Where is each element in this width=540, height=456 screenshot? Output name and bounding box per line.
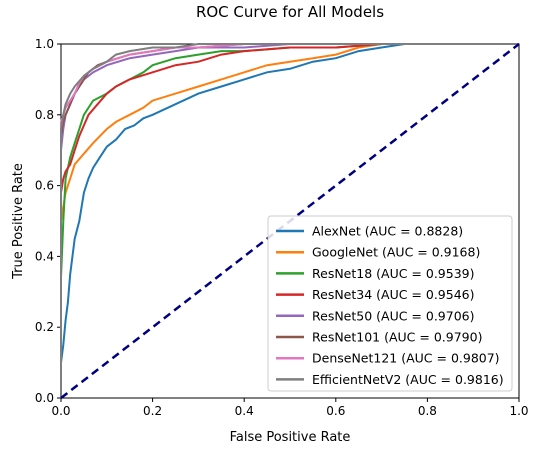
legend: AlexNet (AUC = 0.8828) GoogleNet (AUC = 0… <box>267 215 513 392</box>
y-tick-label: 0.6 <box>35 179 54 193</box>
chart-title: ROC Curve for All Models <box>196 3 384 21</box>
x-tick-label: 0.8 <box>418 404 437 418</box>
x-tick-label: 0.6 <box>326 404 345 418</box>
legend-label-1: GoogleNet (AUC = 0.9168) <box>312 245 480 260</box>
roc-line-series-1 <box>60 43 519 398</box>
legend-box <box>267 215 513 392</box>
plot-area: 0.0 0.2 0.4 0.6 0.8 1.0 0.0 0.2 0.4 0.6 0.8 1.0 <box>35 37 529 418</box>
roc-line-series-3 <box>60 43 519 398</box>
legend-label-7: EfficientNetV2 (AUC = 0.9816) <box>312 372 504 387</box>
y-tick-label: 0.2 <box>35 320 54 334</box>
y-tick-label: 0.8 <box>35 108 54 122</box>
y-axis-label: True Positive Rate <box>11 163 26 280</box>
x-tick-label: 0.2 <box>143 404 162 418</box>
y-tick-label: 0.0 <box>35 391 54 405</box>
roc-line-series-7 <box>60 43 519 398</box>
legend-label-6: DenseNet121 (AUC = 0.9807) <box>312 351 500 366</box>
legend-label-2: ResNet18 (AUC = 0.9539) <box>312 266 475 281</box>
legend-label-5: ResNet101 (AUC = 0.9790) <box>312 330 482 345</box>
legend-label-3: ResNet34 (AUC = 0.9546) <box>312 287 475 302</box>
legend-label-0: AlexNet (AUC = 0.8828) <box>312 224 463 239</box>
x-tick-label: 1.0 <box>509 404 528 418</box>
y-tick-label: 1.0 <box>35 37 54 51</box>
x-tick-label: 0.4 <box>235 404 254 418</box>
legend-label-4: ResNet50 (AUC = 0.9706) <box>312 308 475 323</box>
roc-line-series-0 <box>60 43 519 398</box>
y-tick-label: 0.4 <box>35 249 54 263</box>
x-axis-label: False Positive Rate <box>230 430 351 445</box>
x-tick-label: 0.0 <box>51 404 70 418</box>
